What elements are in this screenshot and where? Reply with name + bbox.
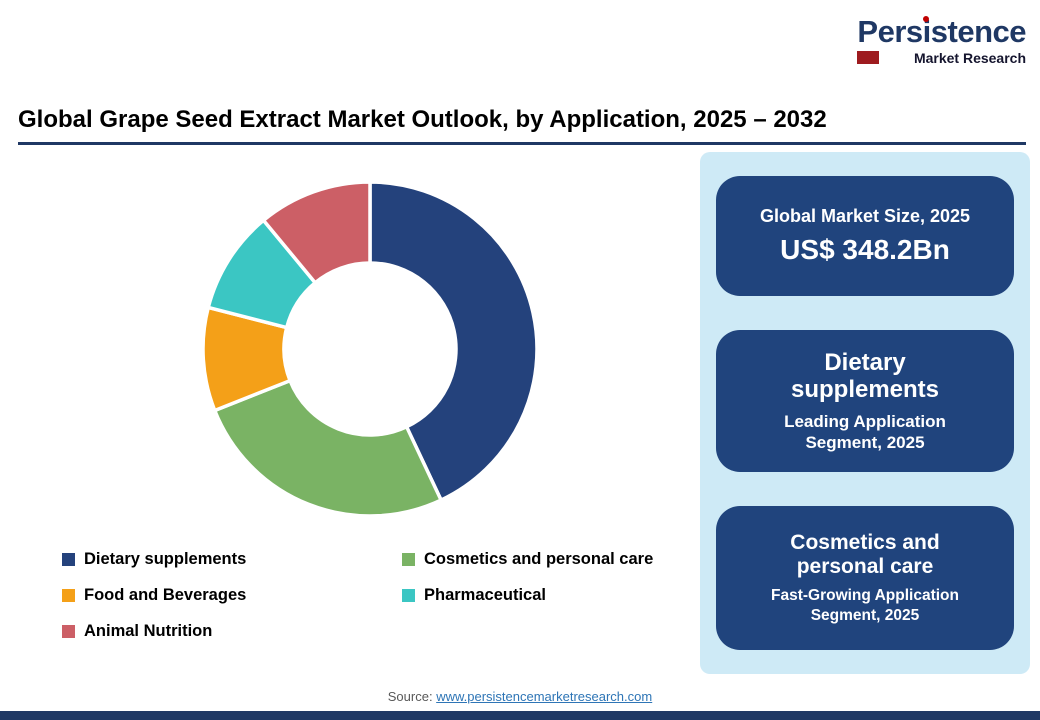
- brand-part: Pers: [857, 14, 923, 49]
- fast-growing-segment-subtitle: Fast-Growing Application Segment, 2025: [770, 587, 959, 624]
- legend-swatch: [62, 589, 75, 602]
- market-size-value: US$ 348.2Bn: [780, 233, 950, 265]
- bottom-accent-bar: [0, 711, 1040, 720]
- page-title: Global Grape Seed Extract Market Outlook…: [18, 106, 827, 133]
- donut-slice-0: [368, 180, 539, 502]
- leading-segment-card: Dietary supplements Leading Application …: [716, 330, 1014, 472]
- brand-subtitle: Market Research: [913, 49, 1026, 66]
- donut-slice-1: [212, 378, 443, 518]
- donut-slice-4: [261, 180, 372, 285]
- legend-item: Cosmetics and personal care: [402, 550, 653, 569]
- leading-segment-title: Dietary supplements: [790, 348, 940, 404]
- info-panel: Global Market Size, 2025 US$ 348.2Bn Die…: [700, 152, 1030, 674]
- legend-column-2: Cosmetics and personal care Pharmaceutica…: [402, 550, 653, 641]
- legend-label: Animal Nutrition: [84, 622, 213, 640]
- fast-growing-segment-title: Cosmetics and personal care: [790, 530, 940, 579]
- legend-item: Pharmaceutical: [402, 586, 653, 605]
- source-line: Source: www.persistencemarketresearch.co…: [0, 689, 1040, 704]
- legend-label: Cosmetics and personal care: [424, 550, 654, 568]
- legend-column-1: Dietary supplements Food and Beverages Ani…: [62, 550, 402, 641]
- leading-segment-subtitle: Leading Application Segment, 2025: [784, 411, 946, 453]
- legend-label: Food and Beverages: [84, 586, 247, 604]
- brand-part: stence: [930, 14, 1027, 49]
- title-underline: [18, 142, 1026, 145]
- donut-chart: [201, 180, 539, 518]
- brand-letter-i: i: [922, 14, 932, 49]
- chart-legend: Dietary supplements Food and Beverages Ani…: [62, 550, 653, 641]
- legend-item: Food and Beverages: [62, 586, 402, 605]
- legend-label: Pharmaceutical: [424, 586, 546, 604]
- brand-name: Persistence: [857, 14, 1027, 49]
- legend-item: Dietary supplements: [62, 550, 402, 569]
- legend-label: Dietary supplements: [84, 550, 247, 568]
- legend-swatch: [62, 553, 75, 566]
- legend-swatch: [402, 589, 415, 602]
- source-label: Source:: [387, 689, 437, 704]
- brand-logo: Persistence Market Research: [857, 14, 1027, 66]
- logo-accent-mark: [857, 51, 880, 65]
- brand-subtitle-row: Market Research: [857, 50, 1026, 66]
- legend-item: Animal Nutrition: [62, 622, 402, 641]
- legend-swatch: [62, 625, 75, 638]
- fast-growing-segment-card: Cosmetics and personal care Fast-Growing…: [716, 506, 1014, 650]
- legend-swatch: [402, 553, 415, 566]
- source-link[interactable]: www.persistencemarketresearch.com: [436, 689, 653, 704]
- market-size-title: Global Market Size, 2025: [759, 206, 971, 227]
- market-size-card: Global Market Size, 2025 US$ 348.2Bn: [716, 176, 1014, 296]
